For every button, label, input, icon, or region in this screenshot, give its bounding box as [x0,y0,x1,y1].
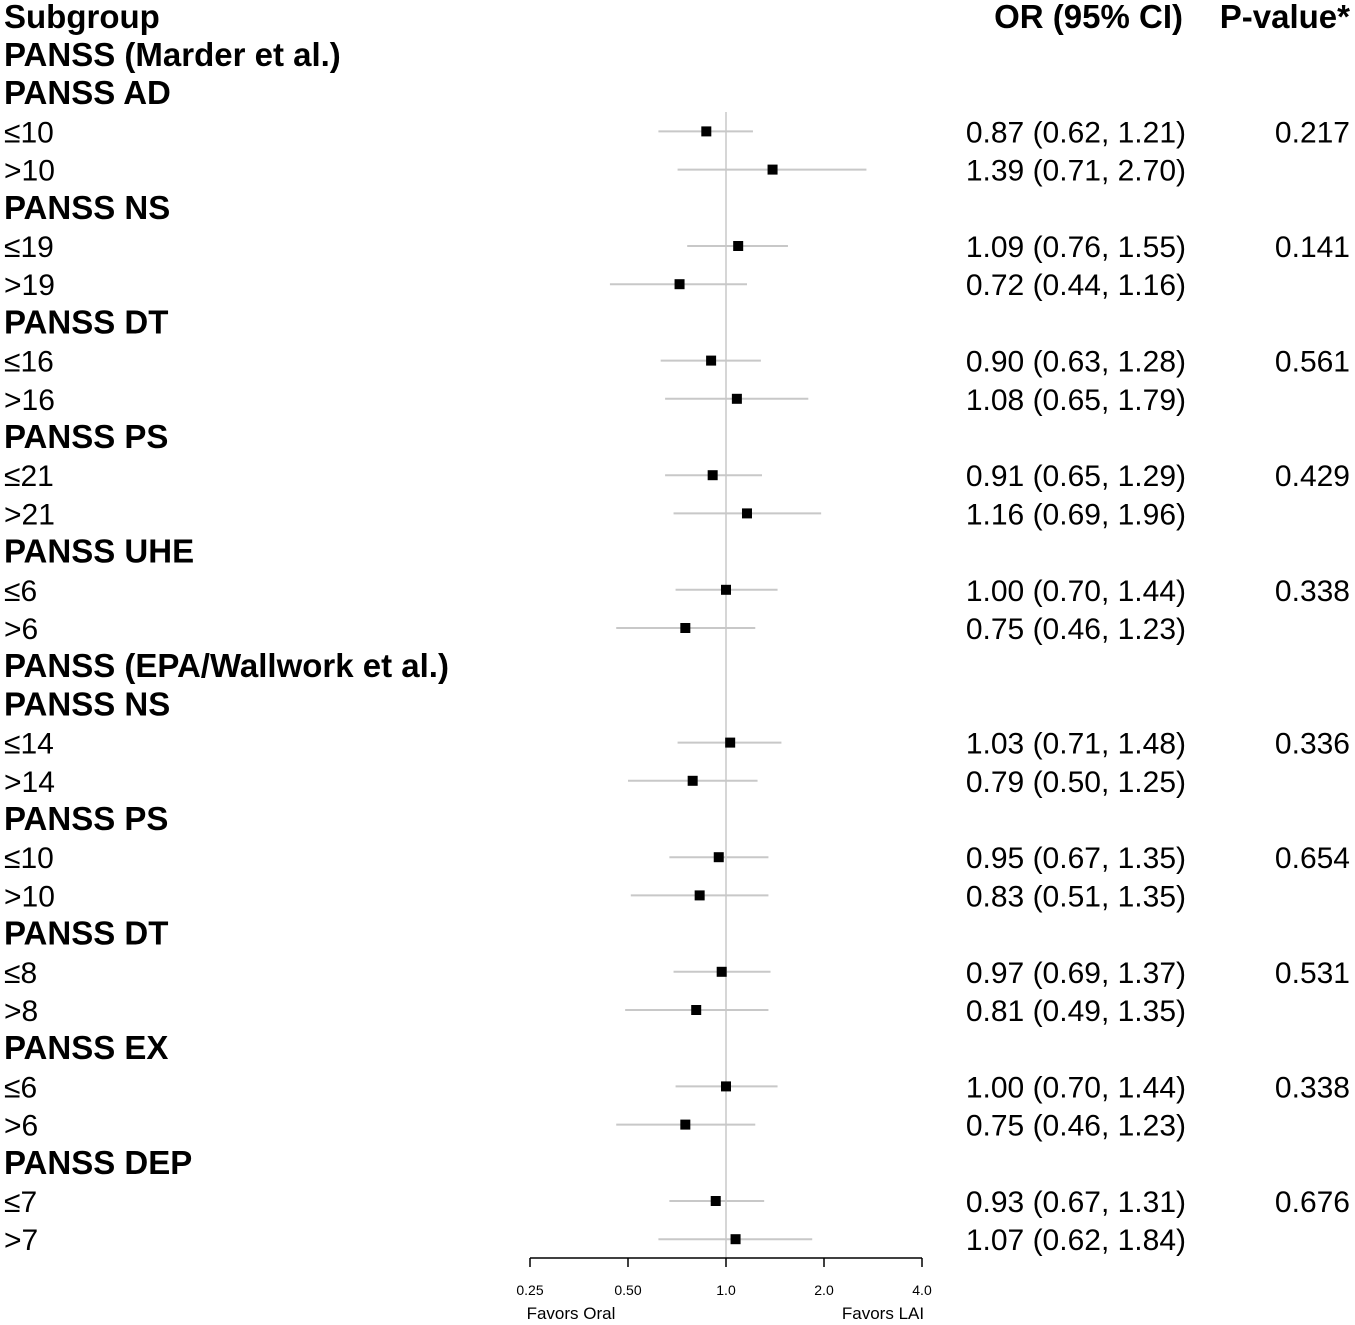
or-ci-value: 1.07 (0.62, 1.84) [966,1224,1186,1257]
level-label: ≤6 [4,575,37,608]
or-ci-value: 1.03 (0.71, 1.48) [966,728,1186,761]
level-label: >19 [4,269,55,302]
header-subgroup: Subgroup [4,0,160,35]
group-label: PANSS UHE [4,533,194,570]
x-tick-label: 4.0 [912,1282,932,1298]
or-ci-value: 1.09 (0.76, 1.55) [966,231,1186,264]
x-tick-label: 0.25 [516,1282,543,1298]
or-marker [721,1081,731,1092]
or-ci-value: 0.93 (0.67, 1.31) [966,1186,1186,1219]
or-ci-value: 0.95 (0.67, 1.35) [966,842,1186,875]
level-label: >16 [4,384,55,417]
or-ci-value: 1.00 (0.70, 1.44) [966,1071,1186,1104]
or-ci-value: 0.87 (0.62, 1.21) [966,116,1186,149]
favors-lai-label: Favors LAI [842,1304,924,1323]
group-label: PANSS NS [4,685,170,722]
or-marker [691,1005,702,1015]
or-marker [680,623,691,633]
or-ci-value: 0.75 (0.46, 1.23) [966,1110,1186,1143]
or-marker [767,164,778,175]
or-marker [713,852,724,863]
p-value: 0.141 [1275,231,1350,264]
or-ci-value: 0.97 (0.69, 1.37) [966,957,1186,990]
level-label: >10 [4,880,55,913]
group-label: PANSS EX [4,1029,168,1066]
or-marker [725,737,736,748]
level-label: ≤8 [4,957,37,990]
or-ci-value: 0.91 (0.65, 1.29) [966,460,1186,493]
or-marker [706,355,717,366]
or-ci-value: 1.39 (0.71, 2.70) [966,155,1186,188]
or-ci-value: 0.83 (0.51, 1.35) [966,880,1186,913]
group-label: PANSS DT [4,915,168,952]
level-label: >10 [4,155,55,188]
p-value: 0.531 [1275,957,1350,990]
p-value: 0.561 [1275,346,1350,379]
level-label: >8 [4,995,38,1028]
p-value: 0.338 [1275,575,1350,608]
group-label: PANSS DT [4,303,168,340]
or-marker [694,890,705,901]
or-marker [731,393,742,404]
or-ci-value: 0.81 (0.49, 1.35) [966,995,1186,1028]
or-ci-value: 1.08 (0.65, 1.79) [966,384,1186,417]
or-marker [741,508,752,519]
or-marker [707,470,718,481]
group-label: PANSS NS [4,189,170,226]
level-label: ≤6 [4,1071,37,1104]
p-value: 0.336 [1275,728,1350,761]
or-marker [730,1234,741,1245]
or-marker [710,1196,721,1206]
or-ci-value: 1.00 (0.70, 1.44) [966,575,1186,608]
x-tick-label: 0.50 [614,1282,641,1298]
header-p-value: P-value* [1220,0,1350,35]
section-label: PANSS (EPA/Wallwork et al.) [4,647,449,684]
group-label: PANSS AD [4,74,171,111]
level-label: >7 [4,1224,38,1257]
or-marker [687,775,698,786]
level-label: ≤19 [4,231,54,264]
favors-oral-label: Favors Oral [527,1304,616,1323]
header-or-ci: OR (95% CI) [994,0,1183,35]
level-label: ≤7 [4,1186,37,1219]
or-ci-value: 1.16 (0.69, 1.96) [966,498,1186,531]
p-value: 0.338 [1275,1071,1350,1104]
level-label: >6 [4,1110,38,1143]
level-label: >21 [4,498,55,531]
level-label: ≤16 [4,346,54,379]
or-ci-value: 0.79 (0.50, 1.25) [966,766,1186,799]
p-value: 0.676 [1275,1186,1350,1219]
group-label: PANSS DEP [4,1144,192,1181]
level-label: ≤14 [4,728,54,761]
group-label: PANSS PS [4,800,168,837]
or-marker [733,241,744,251]
level-label: ≤10 [4,116,54,149]
or-marker [716,966,727,977]
or-marker [701,126,712,137]
level-label: >6 [4,613,38,646]
group-label: PANSS PS [4,418,168,455]
x-tick-label: 2.0 [814,1282,834,1298]
or-marker [680,1119,691,1130]
section-label: PANSS (Marder et al.) [4,36,341,73]
or-ci-value: 0.90 (0.63, 1.28) [966,346,1186,379]
x-axis: 0.25 0.50 1.0 2.0 4.0 Favors Oral Favors LAI [516,1257,932,1323]
x-tick-label: 1.0 [716,1282,736,1298]
level-label: ≤21 [4,460,54,493]
rows-layer: PANSS (Marder et al.)PANSS AD ≤10 0.87 (0.… [4,36,1350,1257]
p-value: 0.429 [1275,460,1350,493]
or-ci-value: 0.75 (0.46, 1.23) [966,613,1186,646]
or-marker [721,584,731,595]
p-value: 0.217 [1275,116,1350,149]
level-label: ≤10 [4,842,54,875]
level-label: >14 [4,766,55,799]
or-ci-value: 0.72 (0.44, 1.16) [966,269,1186,302]
or-marker [674,279,685,290]
p-value: 0.654 [1275,842,1350,875]
